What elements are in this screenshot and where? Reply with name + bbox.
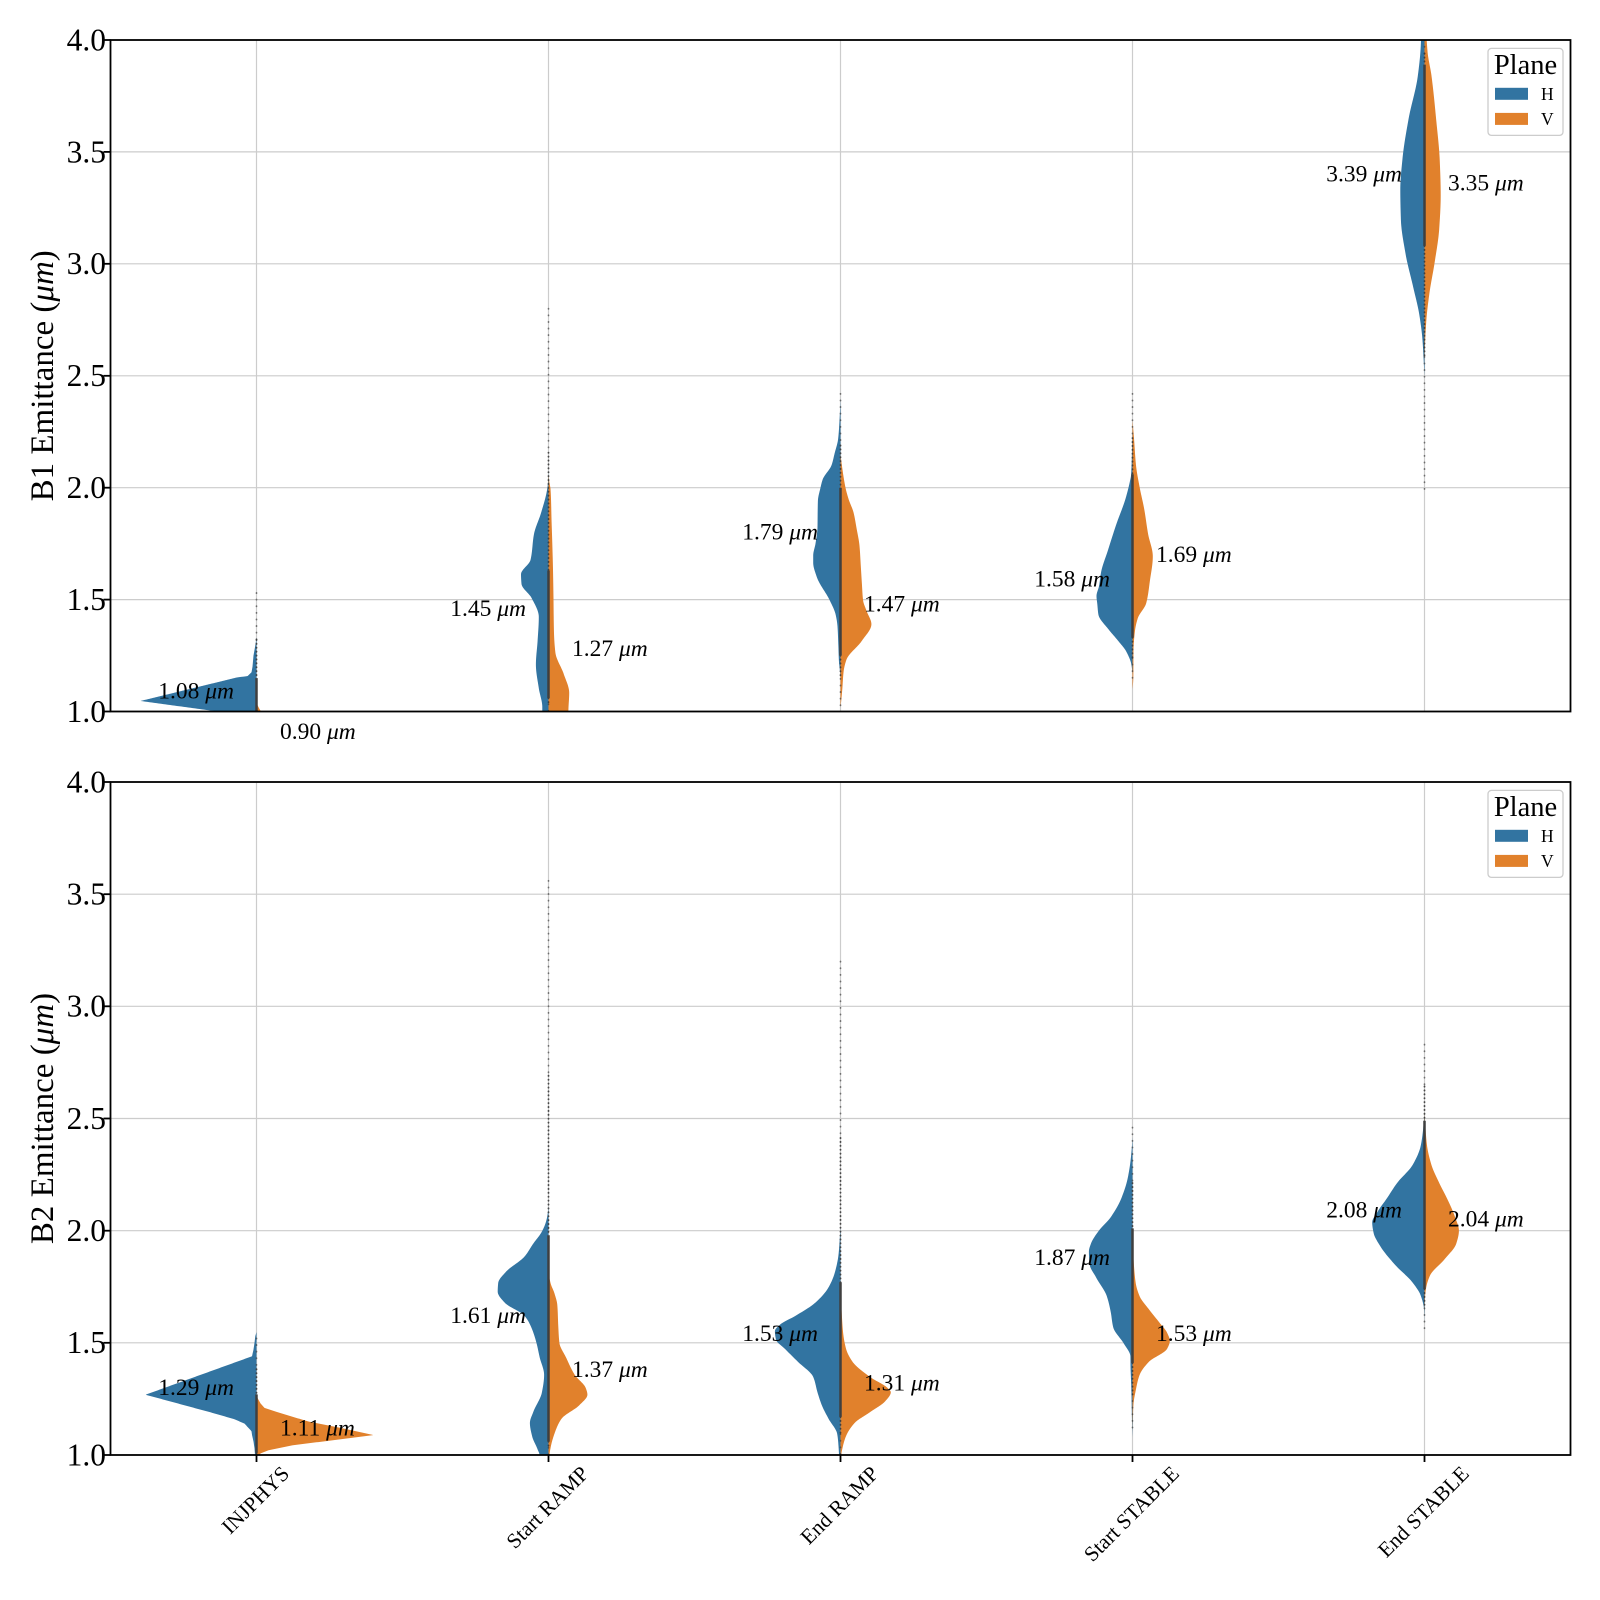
- svg-text:3.39 μm: 3.39 μm: [1326, 162, 1402, 188]
- svg-text:2.0: 2.0: [67, 470, 106, 505]
- svg-text:1.29 μm: 1.29 μm: [158, 1375, 234, 1401]
- svg-text:2.5: 2.5: [67, 1101, 106, 1136]
- svg-text:3.0: 3.0: [67, 989, 106, 1024]
- svg-text:1.31 μm: 1.31 μm: [864, 1371, 940, 1397]
- svg-text:1.0: 1.0: [67, 1437, 106, 1472]
- svg-text:Plane: Plane: [1494, 792, 1557, 823]
- svg-text:1.5: 1.5: [67, 1325, 106, 1360]
- svg-text:V: V: [1541, 851, 1554, 871]
- svg-text:1.5: 1.5: [67, 582, 106, 617]
- svg-text:3.35 μm: 3.35 μm: [1448, 171, 1524, 197]
- svg-text:2.0: 2.0: [67, 1213, 106, 1248]
- svg-text:1.11 μm: 1.11 μm: [280, 1415, 355, 1441]
- svg-text:1.27 μm: 1.27 μm: [572, 636, 648, 662]
- svg-text:3.5: 3.5: [67, 134, 106, 169]
- svg-text:H: H: [1541, 84, 1554, 104]
- svg-text:1.87 μm: 1.87 μm: [1034, 1245, 1110, 1271]
- svg-text:1.79 μm: 1.79 μm: [742, 520, 818, 546]
- svg-text:3.0: 3.0: [67, 246, 106, 281]
- svg-text:H: H: [1541, 826, 1554, 846]
- svg-text:1.58 μm: 1.58 μm: [1034, 567, 1110, 593]
- svg-text:V: V: [1541, 109, 1554, 129]
- svg-text:1.0: 1.0: [67, 694, 106, 729]
- svg-text:4.0: 4.0: [67, 764, 106, 799]
- svg-text:2.5: 2.5: [67, 358, 106, 393]
- svg-text:4.0: 4.0: [67, 22, 106, 57]
- svg-text:3.5: 3.5: [67, 877, 106, 912]
- svg-text:1.45 μm: 1.45 μm: [450, 596, 526, 622]
- svg-text:2.08 μm: 2.08 μm: [1326, 1198, 1402, 1224]
- svg-text:B2 Emittance (μm): B2 Emittance (μm): [25, 993, 61, 1244]
- svg-text:1.61 μm: 1.61 μm: [450, 1303, 526, 1329]
- svg-text:1.53 μm: 1.53 μm: [742, 1321, 818, 1347]
- svg-text:1.37 μm: 1.37 μm: [572, 1357, 648, 1383]
- svg-text:1.08 μm: 1.08 μm: [158, 679, 234, 705]
- svg-text:1.47 μm: 1.47 μm: [864, 591, 940, 617]
- svg-text:1.53 μm: 1.53 μm: [1156, 1321, 1232, 1347]
- svg-text:1.69 μm: 1.69 μm: [1156, 542, 1232, 568]
- svg-text:Plane: Plane: [1494, 50, 1557, 81]
- svg-text:0.90 μm: 0.90 μm: [280, 719, 356, 745]
- svg-text:B1 Emittance (μm): B1 Emittance (μm): [25, 250, 61, 501]
- svg-text:2.04 μm: 2.04 μm: [1448, 1207, 1524, 1233]
